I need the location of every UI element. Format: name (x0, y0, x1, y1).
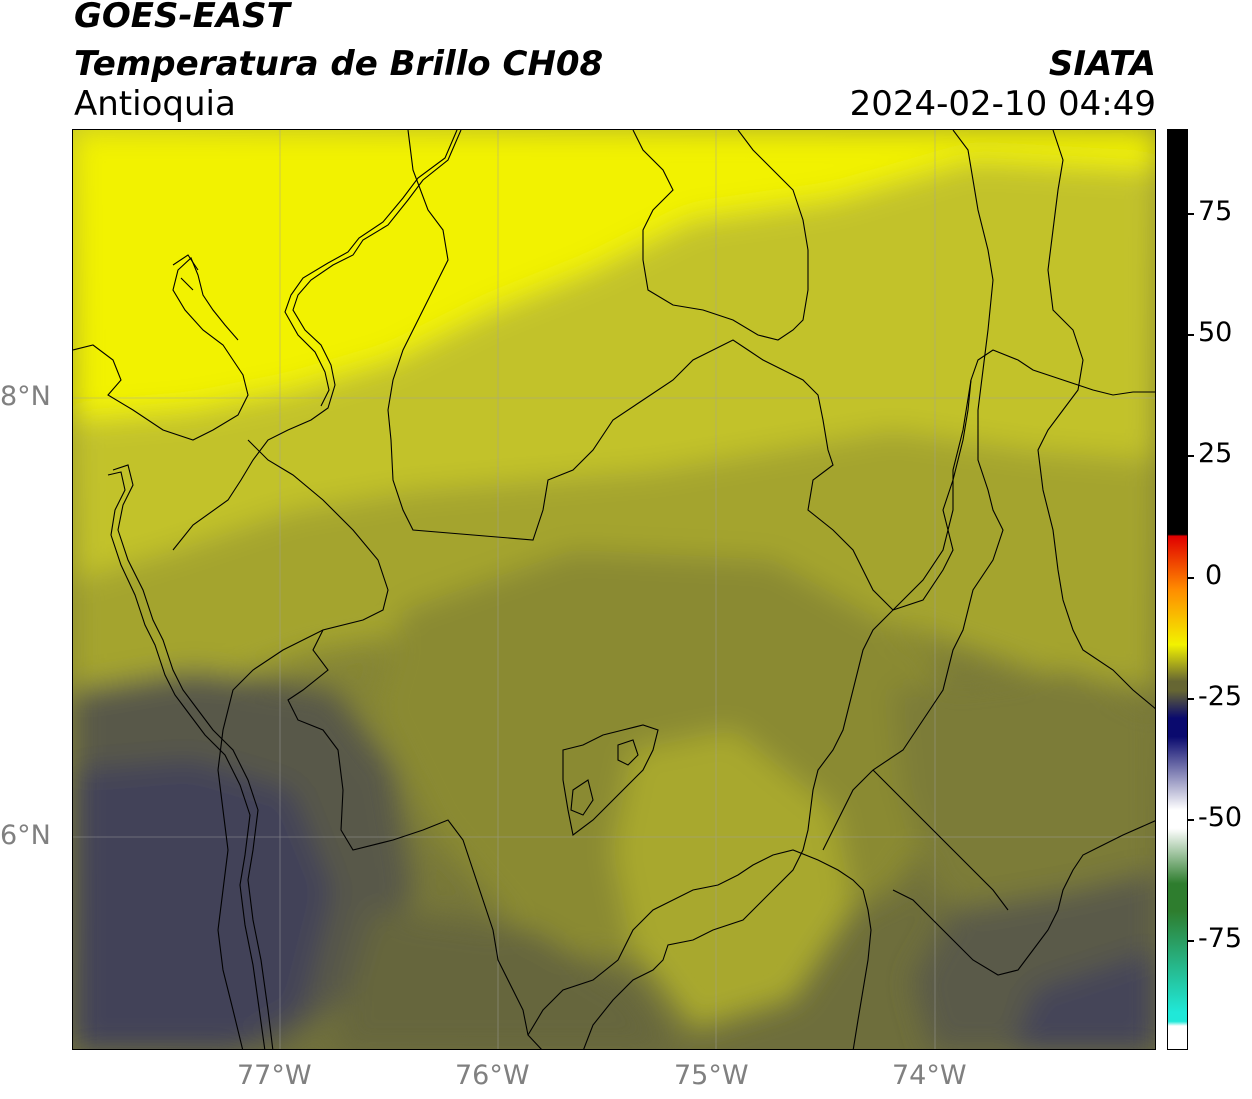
border-antioquia-north (387, 130, 1155, 611)
lat-label-8n: 8°N (0, 381, 51, 412)
colorbar-tickmark-25 (1188, 455, 1194, 457)
map-panel (72, 129, 1156, 1050)
border-bolivar-1 (822, 130, 1004, 851)
border-antioquia (247, 439, 542, 1049)
colorbar-label-50: 50 (1198, 317, 1233, 348)
lon-label-77w: 77°W (237, 1060, 312, 1091)
colorbar-tickmark-50 (1188, 334, 1194, 336)
agency-label: SIATA (1048, 44, 1156, 84)
colorbar-tickmark-neg50 (1188, 819, 1194, 821)
department-borders (217, 130, 1155, 1049)
lon-label-75w: 75°W (674, 1060, 749, 1091)
colorbar-label-neg75: -75 (1198, 923, 1243, 954)
product-title: Temperatura de Brillo CH08 (74, 44, 604, 84)
field-olive-east (893, 670, 1155, 950)
field-yellow-south (613, 730, 853, 1030)
colorbar-tickmark-neg75 (1188, 940, 1194, 942)
colorbar-label-75: 75 (1198, 196, 1233, 227)
lon-label-76w: 76°W (455, 1060, 530, 1091)
field-slate-se (1013, 950, 1155, 1049)
field-gray-south (333, 910, 672, 1049)
colorbar-label-0: 0 (1205, 560, 1223, 591)
border-cordoba (632, 130, 809, 341)
border-enclave-3 (617, 739, 639, 766)
border-enclave-1 (562, 724, 659, 836)
coast-uraba-gulf-west (284, 130, 458, 407)
coast-choco-islands (172, 254, 199, 291)
colorbar (1167, 129, 1188, 1050)
colorbar-label-neg25: -25 (1198, 681, 1243, 712)
region-label: Antioquia (74, 84, 236, 124)
colorbar-label-25: 25 (1198, 438, 1233, 469)
border-antioquia-south (527, 849, 872, 1049)
colorbar-label-neg50: -50 (1198, 802, 1243, 833)
border-risaralda (872, 769, 1009, 911)
lon-label-74w: 74°W (892, 1060, 967, 1091)
field-slate-sw (73, 760, 333, 1049)
coastlines (73, 130, 462, 1049)
graticule (73, 130, 1155, 1049)
border-choco-south (217, 629, 324, 1049)
border-caldas (892, 820, 1155, 976)
border-santander (1037, 130, 1155, 710)
brightness-temperature-map (73, 130, 1155, 1049)
river-atrato-west (107, 471, 266, 1049)
border-antioquia-east (583, 379, 972, 1049)
field-bright-yellow-nw (73, 130, 1155, 420)
field-yellow-band (73, 160, 1155, 580)
coast-uraba-gulf (172, 130, 462, 551)
river-atrato (112, 464, 274, 1049)
border-enclave-2 (570, 779, 594, 816)
colorbar-tickmark-75 (1188, 213, 1194, 215)
datetime-label: 2024-02-10 04:49 (849, 84, 1156, 124)
coast-choco-north (73, 257, 249, 441)
colorbar-tickmark-neg25 (1188, 698, 1194, 700)
satellite-title: GOES-EAST (74, 0, 290, 36)
colorbar-tickmark-0 (1188, 577, 1194, 579)
lat-label-6n: 6°N (0, 820, 51, 851)
